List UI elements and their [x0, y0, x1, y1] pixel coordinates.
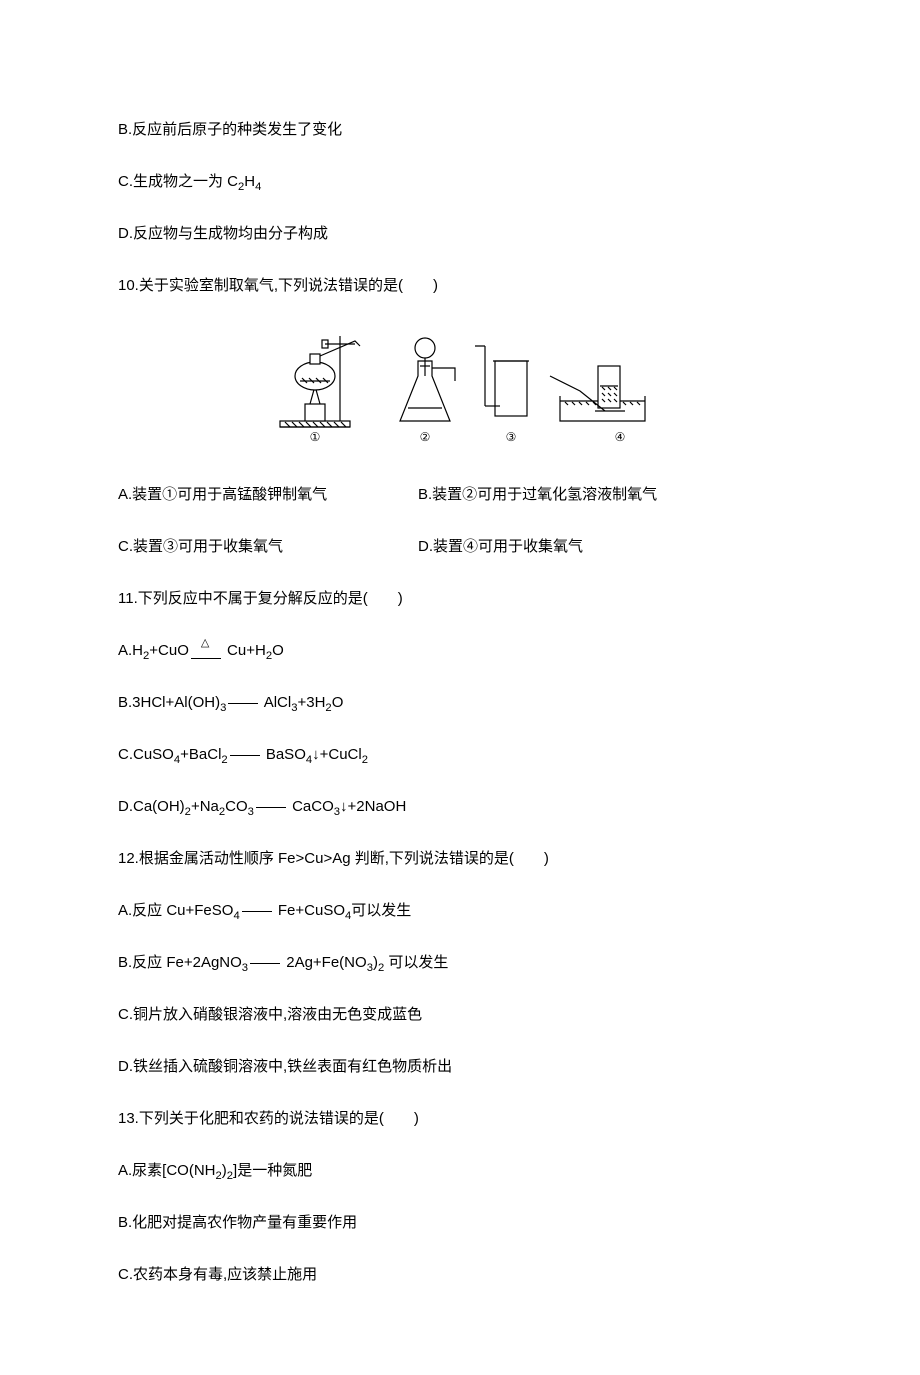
text: A.尿素[CO(NH: [118, 1162, 216, 1179]
q11-option-b: B.3HCl+Al(OH)3 AlCl3+3H2O: [118, 691, 802, 715]
eq-arrow-icon: [230, 743, 260, 756]
text: H: [244, 173, 255, 190]
eq-arrow-icon: [250, 951, 280, 964]
subscript: 3: [248, 806, 254, 818]
text: 2Ag+Fe(NO: [282, 954, 367, 971]
prev-option-c: C.生成物之一为 C2H4: [118, 170, 802, 194]
svg-text:③: ③: [506, 430, 517, 444]
text: A.反应 Cu+FeSO: [118, 902, 233, 919]
q12-stem: 12.根据金属活动性顺序 Fe>Cu>Ag 判断,下列说法错误的是( ): [118, 847, 802, 871]
q13-option-c: C.农药本身有毒,应该禁止施用: [118, 1263, 802, 1287]
text: ↓+2NaOH: [340, 798, 406, 815]
subscript: 2: [362, 754, 368, 766]
q11-option-c: C.CuSO4+BaCl2 BaSO4↓+CuCl2: [118, 743, 802, 767]
heat-arrow-icon: △: [191, 641, 221, 661]
text: AlCl: [260, 694, 291, 711]
prev-option-b: B.反应前后原子的种类发生了变化: [118, 118, 802, 142]
text: CO: [225, 798, 248, 815]
q13-option-a: A.尿素[CO(NH2)2]是一种氮肥: [118, 1159, 802, 1183]
subscript: 3: [242, 962, 248, 974]
q10-option-a: A.装置①可用于高锰酸钾制氧气: [118, 483, 418, 507]
subscript: 2: [221, 754, 227, 766]
text: +3H: [297, 694, 325, 711]
text: O: [332, 694, 344, 711]
q11-option-d: D.Ca(OH)2+Na2CO3 CaCO3↓+2NaOH: [118, 795, 802, 819]
text: A.H: [118, 642, 143, 659]
svg-text:②: ②: [420, 430, 431, 444]
q13-option-b: B.化肥对提高农作物产量有重要作用: [118, 1211, 802, 1235]
text: O: [272, 642, 284, 659]
eq-arrow-icon: [256, 795, 286, 808]
text: BaSO: [262, 746, 306, 763]
text: ]是一种氮肥: [233, 1162, 312, 1179]
text: 可以发生: [351, 902, 411, 919]
text: D.Ca(OH): [118, 798, 185, 815]
q11-stem: 11.下列反应中不属于复分解反应的是( ): [118, 587, 802, 611]
eq-arrow-icon: [242, 899, 272, 912]
text: +Na: [191, 798, 219, 815]
q10-row-cd: C.装置③可用于收集氧气 D.装置④可用于收集氧气: [118, 535, 802, 559]
q10-figure: ① ②: [118, 326, 802, 455]
exam-page: B.反应前后原子的种类发生了变化 C.生成物之一为 C2H4 D.反应物与生成物…: [0, 0, 920, 1375]
prev-option-d: D.反应物与生成物均由分子构成: [118, 222, 802, 246]
text: B.3HCl+Al(OH): [118, 694, 220, 711]
svg-text:④: ④: [615, 430, 626, 444]
text: Fe+CuSO: [274, 902, 345, 919]
q13-stem: 13.下列关于化肥和农药的说法错误的是( ): [118, 1107, 802, 1131]
svg-text:①: ①: [310, 430, 321, 444]
q12-option-d: D.铁丝插入硫酸铜溶液中,铁丝表面有红色物质析出: [118, 1055, 802, 1079]
q12-option-a: A.反应 Cu+FeSO4 Fe+CuSO4可以发生: [118, 899, 802, 923]
text: +CuO: [149, 642, 189, 659]
text: B.反应 Fe+2AgNO: [118, 954, 242, 971]
eq-arrow-icon: [228, 691, 258, 704]
q12-option-c: C.铜片放入硝酸银溶液中,溶液由无色变成蓝色: [118, 1003, 802, 1027]
text: 可以发生: [384, 954, 448, 971]
subscript: 4: [255, 181, 261, 193]
q12-option-b: B.反应 Fe+2AgNO3 2Ag+Fe(NO3)2 可以发生: [118, 951, 802, 975]
q10-row-ab: A.装置①可用于高锰酸钾制氧气 B.装置②可用于过氧化氢溶液制氧气: [118, 483, 802, 507]
q10-stem: 10.关于实验室制取氧气,下列说法错误的是( ): [118, 274, 802, 298]
q10-option-c: C.装置③可用于收集氧气: [118, 535, 418, 559]
q10-option-b: B.装置②可用于过氧化氢溶液制氧气: [418, 483, 657, 507]
text: +BaCl: [180, 746, 221, 763]
text: Cu+H: [223, 642, 266, 659]
text: C.CuSO: [118, 746, 174, 763]
text: CaCO: [288, 798, 334, 815]
text: ↓+CuCl: [312, 746, 362, 763]
q10-option-d: D.装置④可用于收集氧气: [418, 535, 583, 559]
subscript: 3: [220, 702, 226, 714]
q11-option-a: A.H2+CuO△ Cu+H2O: [118, 639, 802, 663]
subscript: 4: [233, 910, 239, 922]
text: C.生成物之一为 C: [118, 173, 238, 190]
